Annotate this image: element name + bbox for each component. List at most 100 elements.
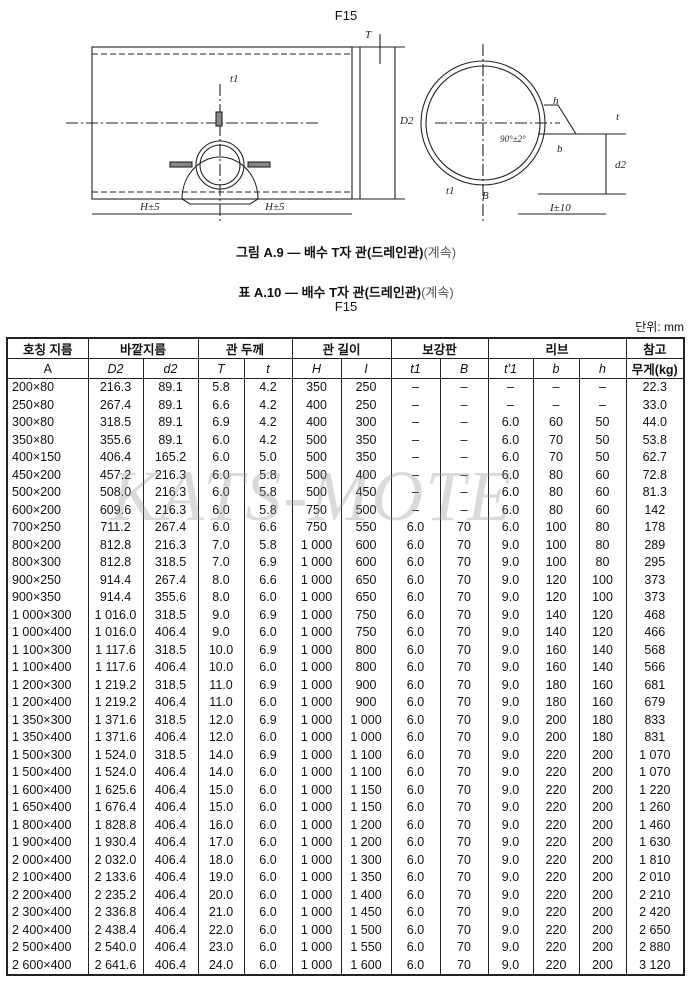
table-cell: 1 524.0	[87, 746, 144, 764]
table-cell: 9.0	[487, 641, 534, 659]
table-cell: 1 625.6	[87, 781, 144, 799]
table-cell: 2 000×400	[6, 851, 89, 869]
table-cell: 406.4	[142, 659, 199, 677]
table-cell: 160	[578, 676, 627, 694]
table-row: 1 350×300 1 371.6 318.5 12.0 6.9 1 000 1 000 6.…	[6, 711, 685, 729]
table-cell: 1 000	[291, 659, 342, 677]
table-cell: 9.0	[487, 816, 534, 834]
table-cell: 1 070	[625, 764, 685, 782]
table-cell: 9.0	[197, 624, 245, 642]
table-cell: 21.0	[197, 904, 245, 922]
table-cell: 2 400×400	[6, 921, 89, 939]
table-cell: –	[390, 484, 441, 502]
table-cell: 70	[439, 869, 489, 887]
table-cell: 9.0	[487, 869, 534, 887]
table-cell: 1 070	[625, 746, 685, 764]
table-cell: 1 000	[291, 571, 342, 589]
table-cell: 200	[578, 746, 627, 764]
sub-header-cell: H	[291, 358, 342, 379]
table-cell: 6.0	[243, 834, 293, 852]
table-cell: 406.4	[142, 729, 199, 747]
table-cell: 50	[578, 431, 627, 449]
table-cell: 1 000	[291, 641, 342, 659]
table-cell: 80	[578, 536, 627, 554]
table-cell: 1 000	[291, 554, 342, 572]
table-cell: 60	[532, 414, 580, 432]
table-cell: 650	[340, 571, 392, 589]
table-cell: 20.0	[197, 886, 245, 904]
table-cell: 200	[578, 764, 627, 782]
table-subtitle: F15	[334, 299, 358, 314]
table-cell: 750	[340, 606, 392, 624]
table-body: 200×80 216.3 89.1 5.8 4.2 350 250– – – – –22.3 250×…	[6, 378, 685, 976]
table-cell: –	[390, 378, 441, 397]
table-cell: 300	[340, 414, 392, 432]
table-cell: 2 438.4	[87, 921, 144, 939]
t-pipe-drawing: T t1 D2 H±5 H±5 h 90°±2° t b d2 t1 B I±1…	[66, 29, 627, 224]
table-cell: 800	[340, 659, 392, 677]
table-cell: 9.0	[487, 956, 534, 976]
table-cell: 1 219.2	[87, 676, 144, 694]
table-cell: 9.0	[487, 729, 534, 747]
table-cell: 9.0	[197, 606, 245, 624]
table-cell: 6.0	[243, 921, 293, 939]
table-cell: 406.4	[142, 939, 199, 957]
header-rib: 리브	[487, 337, 627, 359]
label-d2: d2	[615, 159, 627, 171]
table-cell: 679	[625, 694, 685, 712]
table-cell: 1 150	[340, 799, 392, 817]
table-cell: 1 450	[340, 904, 392, 922]
table-cell: 140	[578, 641, 627, 659]
table-cell: 200	[532, 729, 580, 747]
table-cell: 2 650	[625, 921, 685, 939]
table-cell: 70	[439, 711, 489, 729]
table-cell: 14.0	[197, 764, 245, 782]
table-cell: 70	[439, 659, 489, 677]
header-reference: 참고	[625, 337, 685, 359]
table-cell: 1 000	[291, 921, 342, 939]
table-cell: 6.9	[243, 641, 293, 659]
table-cell: 12.0	[197, 729, 245, 747]
table-cell: 9.0	[487, 904, 534, 922]
table-cell: 2 200×400	[6, 886, 89, 904]
table-cell: 6.0	[390, 694, 441, 712]
header-reinforcement: 보강판	[390, 337, 489, 359]
table-cell: 406.4	[87, 449, 144, 467]
table-cell: 180	[532, 676, 580, 694]
table-cell: 70	[439, 641, 489, 659]
table-cell: 1 000	[291, 536, 342, 554]
table-cell: 220	[532, 746, 580, 764]
table-cell: 2 600×400	[6, 956, 89, 976]
table-cell: 216.3	[142, 536, 199, 554]
table-cell: 1 524.0	[87, 764, 144, 782]
table-cell: 406.4	[142, 799, 199, 817]
table-cell: 89.1	[142, 414, 199, 432]
table-cell: 1 000	[291, 711, 342, 729]
table-cell: 900	[340, 694, 392, 712]
table-cell: 2 300×400	[6, 904, 89, 922]
table-cell: 6.0	[487, 466, 534, 484]
table-cell: 289	[625, 536, 685, 554]
table-cell: 6.0	[243, 939, 293, 957]
table-cell: 50	[578, 414, 627, 432]
table-cell: 1 000×300	[6, 606, 89, 624]
table-cell: 9.0	[487, 851, 534, 869]
table-cell: 9.0	[487, 939, 534, 957]
table-cell: 6.0	[243, 816, 293, 834]
table-cell: 80	[532, 501, 580, 519]
table-cell: 406.4	[142, 869, 199, 887]
table-row: 2 000×400 2 032.0 406.4 18.0 6.0 1 000 1 300 6.…	[6, 851, 685, 869]
table-cell: 5.0	[243, 449, 293, 467]
table-cell: 1 630	[625, 834, 685, 852]
table-cell: 6.0	[390, 641, 441, 659]
table-cell: 6.0	[390, 624, 441, 642]
table-cell: 1 000	[291, 781, 342, 799]
table-cell: 1 460	[625, 816, 685, 834]
table-cell: 200	[578, 781, 627, 799]
table-cell: 200	[578, 834, 627, 852]
table-cell: 10.0	[197, 641, 245, 659]
table-cell: 1 400	[340, 886, 392, 904]
table-cell: 220	[532, 904, 580, 922]
table-cell: 318.5	[87, 414, 144, 432]
